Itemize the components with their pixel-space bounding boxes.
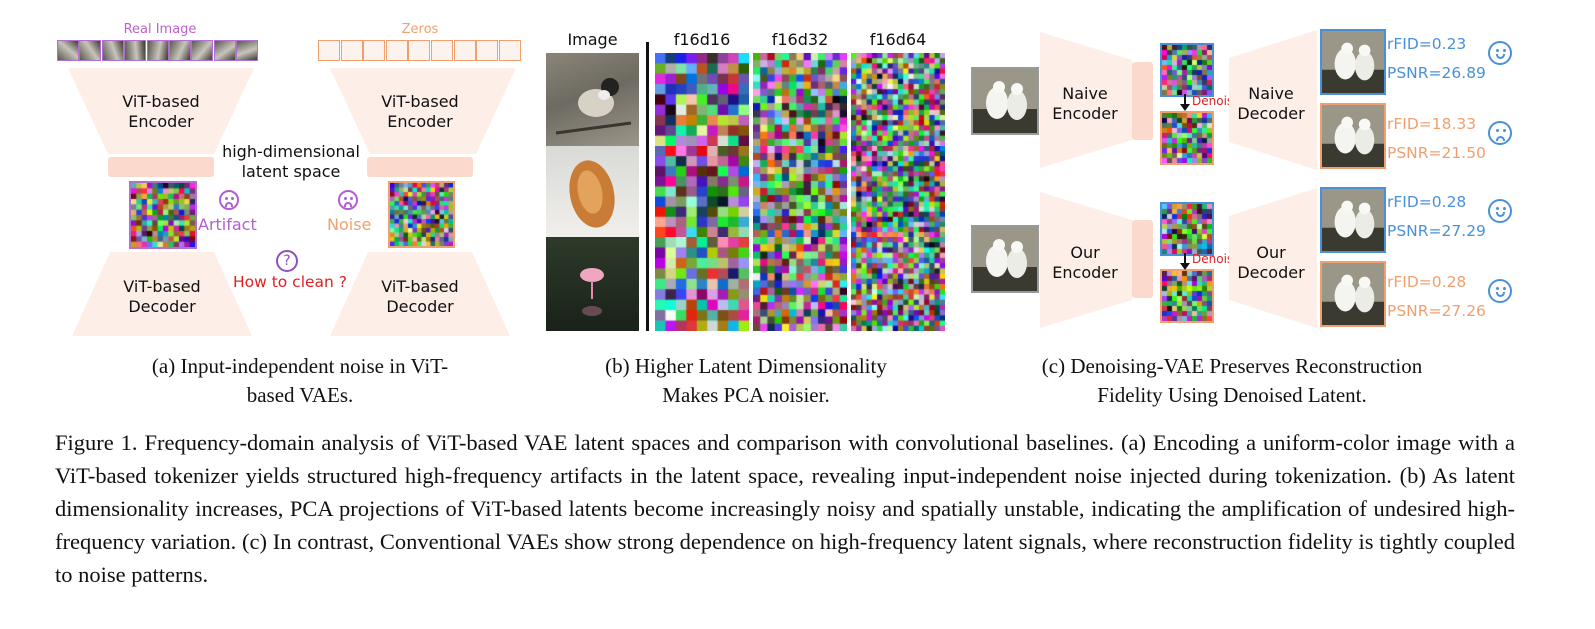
zero-image-thumb bbox=[318, 40, 340, 61]
reconstruction-image bbox=[1320, 261, 1386, 327]
zero-image-thumb bbox=[363, 40, 386, 61]
happy-face-icon bbox=[1488, 41, 1512, 65]
zero-image-thumb bbox=[340, 40, 363, 61]
zero-image-thumb bbox=[498, 40, 521, 61]
sad-face-icon bbox=[219, 190, 239, 210]
zeros-label: Zeros bbox=[401, 22, 439, 37]
reconstruction-image bbox=[1320, 29, 1386, 95]
naive-latent-bar bbox=[1132, 62, 1153, 140]
sad-face-icon bbox=[1488, 121, 1512, 145]
artifact-label: Artifact bbox=[198, 215, 257, 234]
artifact-latent-map bbox=[129, 181, 197, 249]
col-header-f16d64: f16d64 bbox=[869, 30, 927, 49]
zero-image-thumb bbox=[408, 40, 431, 61]
our-latent-bar bbox=[1132, 220, 1153, 298]
vit-decoder-right-shape bbox=[330, 252, 510, 336]
vit-decoder-left-shape bbox=[72, 252, 252, 336]
panel-b-caption: (b) Higher Latent Dimensionality Makes PC… bbox=[605, 354, 887, 407]
col-header-f16d32: f16d32 bbox=[771, 30, 829, 49]
real-image-label: Real Image bbox=[123, 22, 197, 37]
naive-encoder-label: Naive Encoder bbox=[1052, 84, 1118, 123]
pca-map bbox=[851, 53, 945, 146]
sad-face-icon bbox=[338, 190, 358, 210]
zero-image-thumb bbox=[385, 40, 408, 61]
panel-a-caption: (a) Input-independent noise in ViT-based… bbox=[151, 354, 449, 407]
rfid-value: rFID=18.33 bbox=[1387, 115, 1477, 133]
our-encoder-shape bbox=[1040, 192, 1132, 328]
vit-encoder-left-shape bbox=[68, 68, 254, 154]
rfid-value: rFID=0.23 bbox=[1387, 35, 1467, 53]
down-arrow-icon bbox=[1180, 94, 1190, 111]
real-image-thumb bbox=[146, 40, 169, 61]
psnr-value: PSNR=26.89 bbox=[1387, 64, 1486, 82]
spoonbill-photo bbox=[546, 237, 639, 331]
input-image bbox=[971, 225, 1039, 293]
denoise-label: Denoise bbox=[1192, 94, 1241, 108]
latent-bar-left bbox=[108, 157, 214, 177]
col-header-f16d16: f16d16 bbox=[673, 30, 731, 49]
vit-decoder-left-label: ViT-based Decoder bbox=[123, 277, 201, 316]
naive-encoder-shape bbox=[1040, 32, 1132, 168]
pca-map bbox=[655, 146, 749, 237]
reconstruction-image bbox=[1320, 187, 1386, 253]
panel-c-caption: (c) Denoising-VAE Preserves Reconstructi… bbox=[1041, 354, 1423, 407]
vit-encoder-right-label: ViT-based Encoder bbox=[381, 92, 459, 131]
psnr-value: PSNR=27.29 bbox=[1387, 222, 1486, 240]
real-image-thumb bbox=[124, 40, 147, 61]
latent-map bbox=[1160, 202, 1214, 256]
naive-decoder-label: Naive Decoder bbox=[1237, 84, 1305, 123]
question-icon: ? bbox=[276, 250, 298, 272]
pca-map bbox=[753, 53, 847, 146]
real-image-thumb bbox=[236, 40, 259, 61]
zeros-strip bbox=[318, 40, 522, 61]
rfid-value: rFID=0.28 bbox=[1387, 193, 1467, 211]
zero-image-thumb bbox=[431, 40, 453, 61]
real-image-thumb bbox=[191, 40, 214, 61]
real-image-thumb bbox=[169, 40, 191, 61]
our-encoder-label: Our Encoder bbox=[1052, 243, 1118, 282]
vit-encoder-right-shape bbox=[330, 68, 516, 154]
zero-image-thumb bbox=[476, 40, 499, 61]
vit-encoder-left-label: ViT-based Encoder bbox=[122, 92, 200, 131]
reconstruction-image bbox=[1320, 103, 1386, 169]
latent-space-label: high-dimensional latent space bbox=[222, 142, 360, 181]
noise-label: Noise bbox=[327, 215, 372, 234]
pca-map bbox=[655, 53, 749, 146]
input-image bbox=[971, 67, 1039, 135]
rfid-value: rFID=0.28 bbox=[1387, 273, 1467, 291]
latent-map bbox=[1160, 43, 1214, 97]
pca-map bbox=[753, 146, 847, 237]
denoise-label: Denoise bbox=[1192, 252, 1241, 266]
how-to-clean-label: How to clean ? bbox=[232, 273, 348, 291]
pca-map bbox=[851, 237, 945, 331]
psnr-value: PSNR=21.50 bbox=[1387, 144, 1486, 162]
column-divider bbox=[646, 42, 649, 331]
noise-latent-map bbox=[388, 181, 455, 248]
vit-decoder-right-label: ViT-based Decoder bbox=[381, 277, 459, 316]
latent-bar-right bbox=[367, 157, 473, 177]
denoised-latent-map bbox=[1160, 269, 1214, 323]
happy-face-icon bbox=[1488, 279, 1512, 303]
naive-decoder-shape bbox=[1229, 30, 1317, 170]
our-decoder-label: Our Decoder bbox=[1237, 243, 1305, 282]
real-image-thumb bbox=[101, 40, 124, 61]
zero-image-thumb bbox=[453, 40, 476, 61]
pca-map bbox=[655, 237, 749, 331]
pca-map bbox=[753, 237, 847, 331]
happy-face-icon bbox=[1488, 199, 1512, 223]
food-photo bbox=[546, 146, 639, 237]
figure-caption: Figure 1. Frequency-domain analysis of V… bbox=[55, 430, 1515, 587]
real-image-strip bbox=[57, 40, 259, 61]
real-image-thumb bbox=[79, 40, 102, 61]
our-decoder-shape bbox=[1229, 188, 1317, 328]
down-arrow-icon bbox=[1180, 253, 1190, 270]
col-header-image: Image bbox=[567, 30, 618, 49]
bird-photo bbox=[546, 53, 639, 146]
denoised-latent-map bbox=[1160, 111, 1214, 165]
pca-map bbox=[851, 146, 945, 237]
psnr-value: PSNR=27.26 bbox=[1387, 302, 1486, 320]
real-image-thumb bbox=[57, 40, 79, 61]
real-image-thumb bbox=[213, 40, 236, 61]
